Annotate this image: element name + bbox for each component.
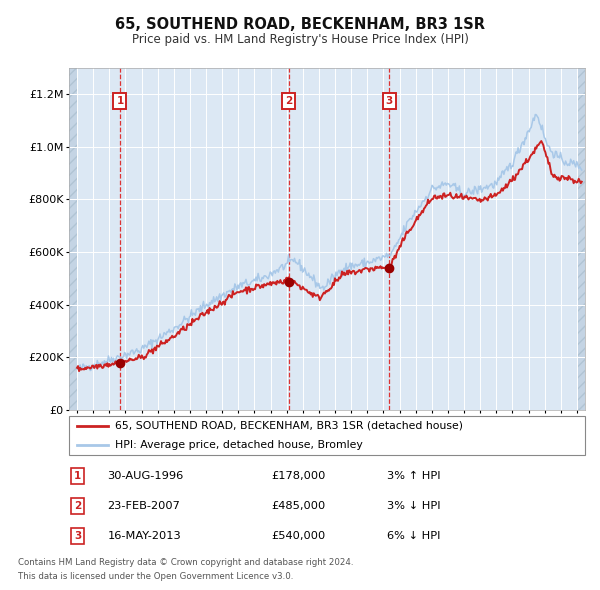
- Text: 3% ↑ HPI: 3% ↑ HPI: [386, 471, 440, 481]
- Bar: [577, 68, 585, 410]
- Text: 3% ↓ HPI: 3% ↓ HPI: [386, 501, 440, 511]
- FancyBboxPatch shape: [69, 416, 585, 455]
- Bar: [69, 68, 77, 410]
- Text: 16-MAY-2013: 16-MAY-2013: [107, 531, 181, 541]
- Text: 23-FEB-2007: 23-FEB-2007: [107, 501, 180, 511]
- Text: 30-AUG-1996: 30-AUG-1996: [107, 471, 184, 481]
- Text: £178,000: £178,000: [272, 471, 326, 481]
- Text: £540,000: £540,000: [272, 531, 326, 541]
- Text: £485,000: £485,000: [272, 501, 326, 511]
- Text: Price paid vs. HM Land Registry's House Price Index (HPI): Price paid vs. HM Land Registry's House …: [131, 33, 469, 46]
- Text: 2: 2: [74, 501, 81, 511]
- Text: 65, SOUTHEND ROAD, BECKENHAM, BR3 1SR: 65, SOUTHEND ROAD, BECKENHAM, BR3 1SR: [115, 17, 485, 31]
- Text: HPI: Average price, detached house, Bromley: HPI: Average price, detached house, Brom…: [115, 440, 363, 450]
- Text: 6% ↓ HPI: 6% ↓ HPI: [386, 531, 440, 541]
- Text: This data is licensed under the Open Government Licence v3.0.: This data is licensed under the Open Gov…: [18, 572, 293, 581]
- Text: 3: 3: [386, 96, 393, 106]
- Text: 2: 2: [286, 96, 293, 106]
- Text: 1: 1: [116, 96, 124, 106]
- Text: 65, SOUTHEND ROAD, BECKENHAM, BR3 1SR (detached house): 65, SOUTHEND ROAD, BECKENHAM, BR3 1SR (d…: [115, 421, 463, 431]
- Text: 1: 1: [74, 471, 81, 481]
- Text: 3: 3: [74, 531, 81, 541]
- Text: Contains HM Land Registry data © Crown copyright and database right 2024.: Contains HM Land Registry data © Crown c…: [18, 558, 353, 566]
